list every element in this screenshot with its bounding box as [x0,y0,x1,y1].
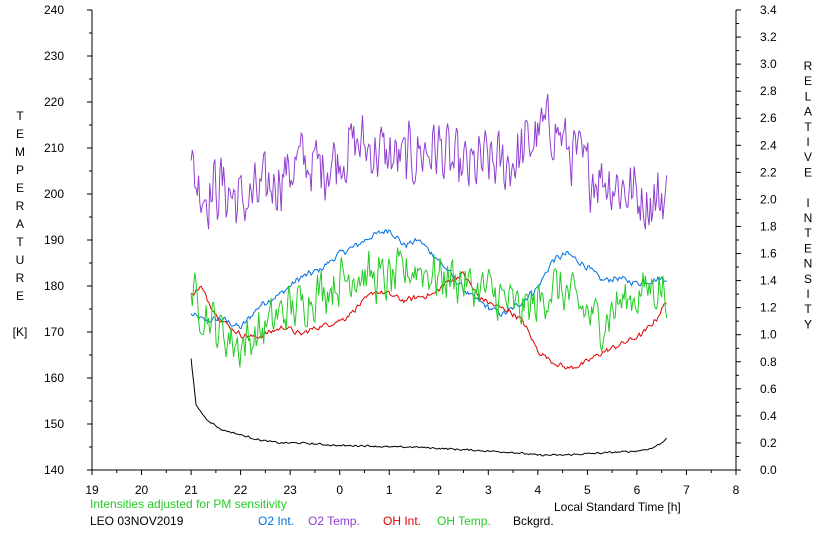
right-tick-label: 3.2 [760,30,777,44]
left-tick-label: 170 [44,325,64,339]
right-ylabel-letter: N [804,211,813,225]
left-tick-label: 190 [44,233,64,247]
left-ylabel-letter: R [16,199,25,213]
x-tick-label: 2 [435,483,442,497]
right-tick-label: 3.4 [760,3,777,17]
series-line [190,229,667,330]
x-tick-label: 21 [184,483,198,497]
right-tick-label: 1.6 [760,247,777,261]
right-tick-label: 0.6 [760,382,777,396]
right-tick-label: 3.0 [760,57,777,71]
right-ylabel-letter: S [804,272,812,286]
right-tick-label: 0.2 [760,436,777,450]
right-tick-label: 1.0 [760,328,777,342]
right-ylabel-letter: T [804,302,812,316]
left-tick-label: 140 [44,463,64,477]
right-tick-label: 2.2 [760,165,777,179]
legend-entry: O2 Int. [258,514,295,528]
x-tick-label: 19 [85,483,99,497]
left-ylabel-letter: T [16,235,24,249]
right-tick-label: 1.8 [760,219,777,233]
right-ylabel-letter: I [806,287,809,301]
x-tick-label: 3 [485,483,492,497]
right-ylabel-letter: E [804,165,812,179]
right-ylabel-letter: I [806,196,809,210]
right-tick-label: 0.8 [760,355,777,369]
series-line [190,93,668,230]
legend-entry: Bckgrd. [513,514,554,528]
right-ylabel-letter: E [804,241,812,255]
right-ylabel-letter: R [804,59,813,73]
series-line [190,270,667,370]
pm-note: Intensities adjusted for PM sensitivity [90,497,287,511]
x-axis-label: Local Standard Time [h] [554,500,681,514]
x-tick-label: 1 [386,483,393,497]
right-ylabel-letter: L [805,89,812,103]
right-ylabel-letter: V [804,150,812,164]
left-tick-label: 160 [44,371,64,385]
right-tick-label: 2.8 [760,84,777,98]
legend-entry: OH Temp. [437,514,491,528]
right-tick-label: 0.0 [760,463,777,477]
station-label: LEO 03NOV2019 [90,514,184,528]
left-tick-label: 200 [44,187,64,201]
x-tick-label: 8 [733,483,740,497]
right-tick-label: 1.4 [760,274,777,288]
x-tick-label: 23 [283,483,297,497]
x-tick-label: 20 [135,483,149,497]
right-tick-label: 0.4 [760,409,777,423]
legend-entry: O2 Temp. [308,514,360,528]
left-tick-label: 230 [44,49,64,63]
left-tick-label: 210 [44,141,64,155]
right-ylabel-letter: I [806,135,809,149]
right-ylabel-letter: T [804,226,812,240]
legend-entry: OH Int. [383,514,422,528]
x-tick-label: 6 [634,483,641,497]
left-tick-label: 240 [44,3,64,17]
left-ylabel-letter: E [16,127,24,141]
x-tick-label: 22 [234,483,248,497]
left-tick-label: 180 [44,279,64,293]
left-ylabel-letter: P [16,163,24,177]
x-tick-label: 5 [584,483,591,497]
left-tick-label: 220 [44,95,64,109]
right-ylabel-letter: E [804,74,812,88]
right-tick-label: 2.4 [760,138,777,152]
x-tick-label: 0 [336,483,343,497]
left-ylabel-letter: U [16,253,25,267]
right-tick-label: 2.6 [760,111,777,125]
right-tick-label: 2.0 [760,192,777,206]
left-tick-label: 150 [44,417,64,431]
left-ylabel-letter: M [15,145,25,159]
right-ylabel-letter: N [804,257,813,271]
x-tick-label: 4 [535,483,542,497]
left-ylabel-letter: T [16,109,24,123]
left-ylabel-letter: E [16,289,24,303]
left-ylabel-letter: E [16,181,24,195]
right-ylabel-letter: T [804,120,812,134]
series-line [190,247,668,368]
x-tick-label: 7 [683,483,690,497]
series-line [190,358,667,457]
right-tick-label: 1.2 [760,301,777,315]
left-ylabel-letter: R [16,271,25,285]
right-ylabel-letter: Y [804,317,812,331]
left-ylabel-letter: [K] [13,325,28,339]
right-ylabel-letter: A [804,105,812,119]
left-ylabel-letter: A [16,217,24,231]
